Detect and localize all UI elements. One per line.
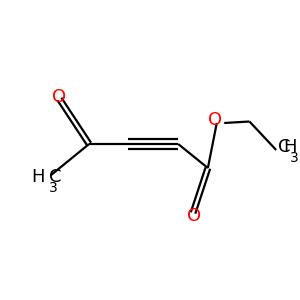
Text: 3: 3 — [49, 182, 58, 196]
Text: H: H — [31, 168, 44, 186]
Text: O: O — [188, 207, 202, 225]
Text: O: O — [208, 111, 222, 129]
Text: C: C — [49, 168, 61, 186]
Text: H: H — [284, 138, 297, 156]
Text: O: O — [52, 88, 67, 106]
Text: 3: 3 — [290, 152, 298, 166]
Text: C: C — [278, 138, 290, 156]
